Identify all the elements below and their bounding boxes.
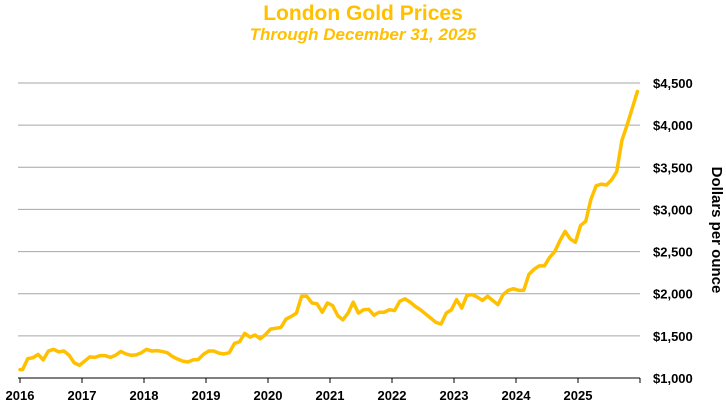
x-tick-label: 2021 <box>316 388 345 403</box>
x-tick-label: 2016 <box>6 388 35 403</box>
y-tick-label: $3,500 <box>653 160 693 175</box>
y-tick-label: $1,500 <box>653 329 693 344</box>
y-tick-label: $4,000 <box>653 118 693 133</box>
x-tick-label: 2018 <box>130 388 159 403</box>
y-tick-label: $2,000 <box>653 287 693 302</box>
y-tick-label: $3,000 <box>653 202 693 217</box>
x-tick-label: 2024 <box>502 388 532 403</box>
x-tick-label: 2019 <box>192 388 221 403</box>
price-line <box>18 89 640 372</box>
y-tick-label: $1,000 <box>653 371 693 386</box>
chart-title: London Gold Prices <box>263 2 463 25</box>
y-tick-label: $4,500 <box>653 76 693 91</box>
x-tick-label: 2023 <box>440 388 469 403</box>
y-axis-title: Dollars per ounce <box>708 167 725 294</box>
x-tick-label: 2025 <box>564 388 593 403</box>
x-tick-label: 2020 <box>254 388 283 403</box>
x-tick-label: 2017 <box>68 388 97 403</box>
x-tick-label: 2022 <box>378 388 407 403</box>
y-tick-label: $2,500 <box>653 245 693 260</box>
chart-subtitle: Through December 31, 2025 <box>249 25 477 44</box>
